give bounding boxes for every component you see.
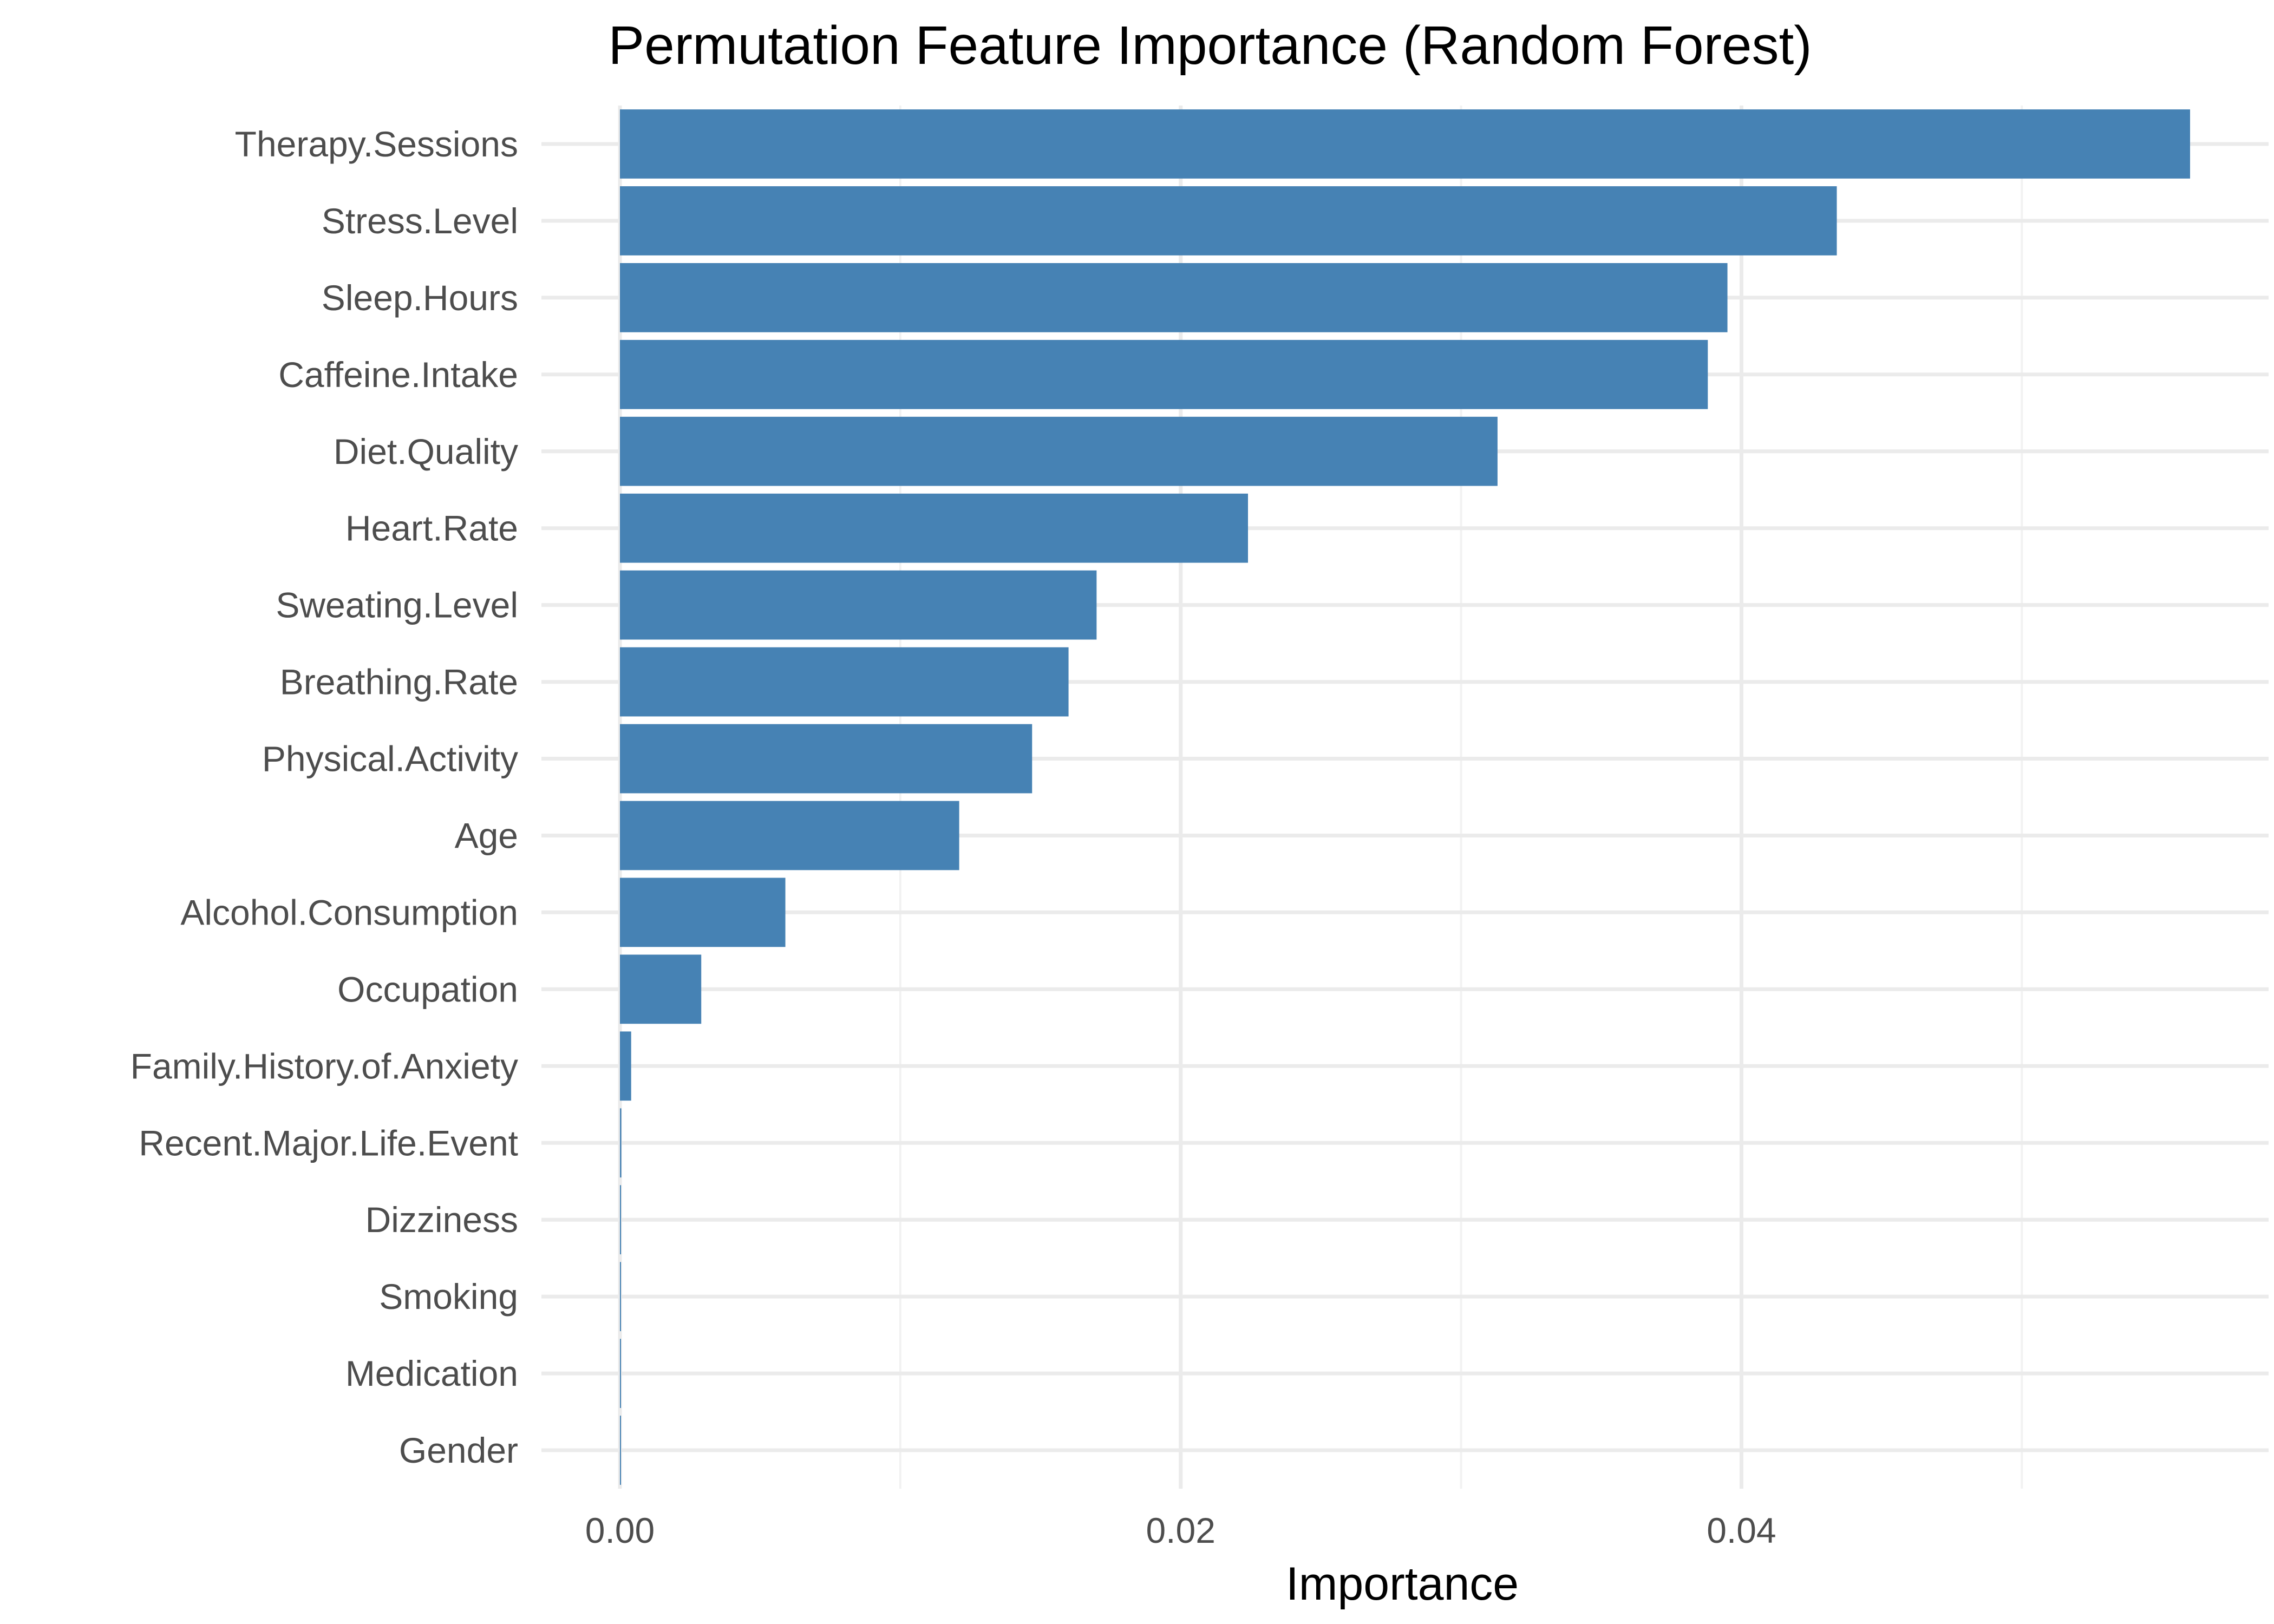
chart-title: Permutation Feature Importance (Random F… (608, 15, 1812, 76)
bar-Therapy.Sessions (620, 109, 2190, 179)
x-tick-labels: 0.00 0.02 0.04 (585, 1510, 1776, 1550)
category-label: Sweating.Level (276, 585, 518, 625)
category-label: Alcohol.Consumption (180, 892, 518, 932)
category-label: Family.History.of.Anxiety (130, 1046, 518, 1086)
category-label: Recent.Major.Life.Event (139, 1123, 518, 1163)
bar-Medication (620, 1339, 621, 1408)
category-label: Dizziness (365, 1200, 518, 1240)
bar-Caffeine.Intake (620, 339, 1708, 409)
bar-Family.History.of.Anxiety (620, 1031, 631, 1101)
category-label: Gender (399, 1430, 518, 1470)
category-label: Sleep.Hours (322, 278, 518, 318)
bar-Breathing.Rate (620, 647, 1069, 717)
category-label: Age (455, 815, 518, 855)
bar-Occupation (620, 954, 702, 1024)
bar-Heart.Rate (620, 493, 1248, 563)
bars (620, 109, 2190, 1485)
bar-Gender (620, 1416, 621, 1485)
category-label: Stress.Level (322, 201, 518, 241)
category-label: Diet.Quality (334, 431, 518, 472)
category-label: Heart.Rate (345, 508, 518, 548)
bar-Physical.Activity (620, 724, 1033, 794)
category-label: Breathing.Rate (280, 662, 518, 702)
bar-Stress.Level (620, 186, 1837, 256)
bar-Sleep.Hours (620, 263, 1728, 332)
category-labels: Therapy.Sessions Stress.Level Sleep.Hours C… (130, 124, 518, 1470)
category-label: Caffeine.Intake (278, 355, 518, 395)
x-axis-title: Importance (1286, 1558, 1519, 1610)
category-label: Physical.Activity (262, 739, 518, 779)
bar-Diet.Quality (620, 416, 1498, 486)
bar-Age (620, 801, 959, 870)
category-label: Therapy.Sessions (235, 124, 518, 164)
x-tick-label: 0.00 (585, 1510, 655, 1550)
category-label: Occupation (337, 969, 518, 1009)
category-label: Smoking (379, 1276, 518, 1317)
x-tick-label: 0.04 (1707, 1510, 1776, 1550)
bar-Recent.Major.Life.Event (620, 1108, 622, 1178)
bar-Sweating.Level (620, 570, 1097, 640)
bar-Alcohol.Consumption (620, 878, 786, 947)
x-tick-label: 0.02 (1146, 1510, 1215, 1550)
bar-Dizziness (620, 1185, 622, 1255)
bar-Smoking (620, 1262, 621, 1332)
category-label: Medication (345, 1353, 518, 1393)
